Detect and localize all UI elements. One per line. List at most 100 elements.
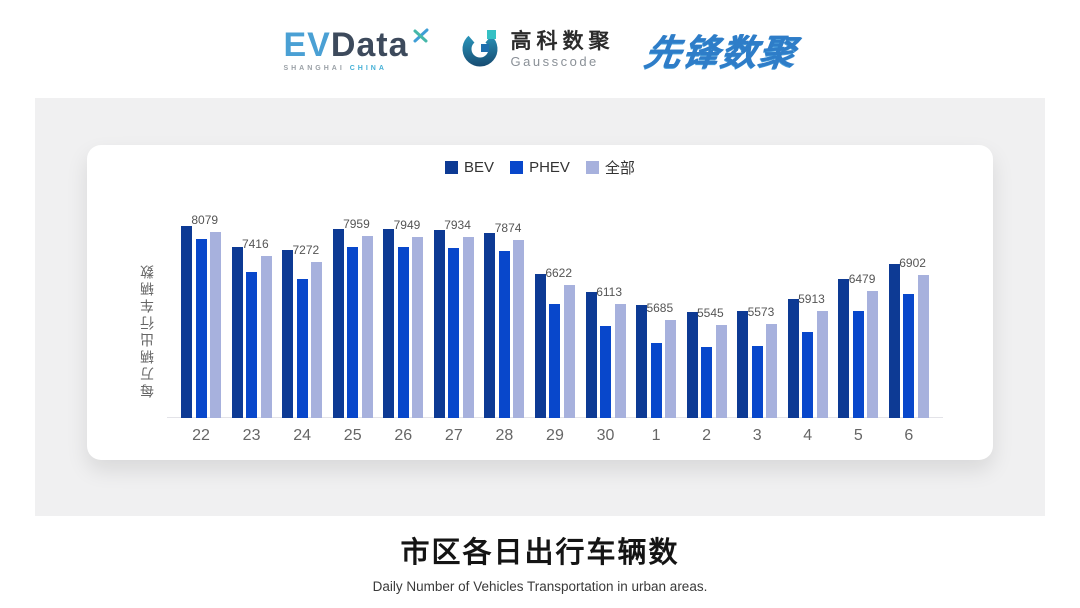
value-label-26: 7949 [393, 218, 421, 232]
bar-group-3: 5573 3 [737, 213, 778, 444]
value-label-1: 5685 [646, 301, 674, 315]
bar-bev-30 [585, 292, 597, 418]
bar-bev-3 [737, 311, 749, 418]
evdata-x-icon [411, 14, 431, 52]
x-tick-22: 22 [192, 427, 210, 444]
bar-bev-6 [888, 264, 900, 418]
evdata-wordmark: EVData [283, 26, 429, 64]
bar-all-30 [614, 304, 626, 418]
bar-bev-28 [484, 233, 496, 418]
bar-bev-1 [636, 305, 648, 418]
value-label-29: 6622 [545, 266, 573, 280]
x-tick-24: 24 [293, 427, 312, 444]
bar-all-5 [867, 291, 879, 418]
bar-phev-1 [650, 343, 662, 418]
bar-phev-29 [549, 304, 561, 418]
gausscode-text: 高科数聚 Gausscode [511, 30, 615, 69]
evdata-data-text: Data [330, 26, 409, 64]
bar-phev-25 [347, 247, 359, 418]
bar-all-29 [563, 285, 575, 418]
bar-all-23 [260, 256, 272, 418]
caption-block: 市区各日出行车辆数 Daily Number of Vehicles Trans… [0, 529, 1080, 594]
value-label-27: 7934 [444, 218, 471, 232]
pioneer-logo: 先锋数聚 [641, 32, 800, 73]
bar-group-28: 7874 28 [484, 213, 525, 444]
x-tick-25: 25 [343, 427, 362, 444]
x-tick-23: 23 [242, 427, 261, 444]
evdata-ev-text: EV [283, 26, 331, 64]
bar-chart-plot: 8079 22 7416 23 7272 24 7959 25 7949 26 7934 27 7874… [181, 213, 929, 444]
bar-group-25: 7959 25 [332, 213, 373, 444]
legend-item-phev[interactable]: PHEV [510, 159, 570, 176]
bar-all-22 [210, 232, 221, 418]
bar-bev-4 [787, 299, 799, 418]
chart-subtitle: Daily Number of Vehicles Transportation … [372, 579, 708, 594]
bar-group-22: 8079 22 [181, 213, 221, 444]
bar-group-6: 6902 6 [888, 213, 929, 444]
chart-title: 市区各日出行车辆数 [400, 537, 680, 569]
bar-phev-24 [296, 279, 308, 418]
x-tick-1: 1 [651, 427, 661, 444]
x-tick-30: 30 [596, 427, 615, 444]
value-label-22: 8079 [191, 213, 219, 227]
bar-group-30: 6113 30 [585, 213, 626, 444]
bar-all-3 [766, 324, 778, 418]
bar-phev-30 [600, 326, 611, 418]
bar-group-24: 7272 24 [282, 213, 323, 444]
evdata-sub-china: CHINA [349, 65, 387, 72]
bar-all-1 [665, 320, 677, 418]
chart-legend: BEV PHEV 全部 [87, 157, 993, 178]
legend-label: BEV [464, 159, 495, 176]
bar-phev-22 [195, 239, 207, 418]
value-label-28: 7874 [494, 221, 522, 235]
value-label-24: 7272 [292, 243, 320, 257]
bar-all-4 [816, 311, 828, 418]
legend-label: 全部 [604, 160, 635, 177]
bar-all-24 [311, 262, 323, 418]
gausscode-cn: 高科数聚 [510, 30, 615, 54]
value-label-6: 6902 [899, 256, 926, 270]
bar-phev-27 [448, 248, 460, 418]
gausscode-logo: 高科数聚 Gausscode [459, 27, 615, 74]
bar-group-26: 7949 26 [383, 213, 424, 444]
value-label-3: 5573 [747, 305, 775, 319]
bar-phev-5 [852, 311, 864, 418]
y-axis-label: 每万辆出行车辆数 [139, 262, 155, 398]
x-tick-5: 5 [853, 427, 863, 444]
bar-group-27: 7934 27 [433, 213, 474, 444]
x-tick-6: 6 [904, 427, 914, 444]
gausscode-mark-icon [459, 27, 501, 74]
bar-group-5: 6479 5 [838, 213, 879, 444]
bar-group-29: 6622 29 [534, 213, 575, 444]
legend-item-bev[interactable]: BEV [445, 159, 494, 176]
x-tick-2: 2 [702, 427, 712, 444]
value-label-30: 6113 [596, 285, 623, 299]
bar-phev-6 [903, 294, 915, 418]
x-tick-29: 29 [546, 427, 564, 444]
bar-all-26 [412, 237, 424, 418]
bar-bev-2 [686, 312, 698, 418]
value-label-2: 5545 [697, 306, 724, 320]
bar-phev-23 [246, 272, 258, 418]
bar-phev-26 [397, 247, 409, 418]
legend-label: PHEV [529, 159, 570, 176]
evdata-logo: EVData SHANGHAI CHINA [283, 26, 429, 72]
bar-bev-24 [282, 250, 294, 418]
bar-all-28 [513, 240, 525, 418]
x-tick-4: 4 [803, 427, 813, 444]
evdata-subtitle: SHANGHAI CHINA [283, 65, 386, 72]
gausscode-en: Gausscode [510, 53, 599, 69]
x-tick-28: 28 [495, 427, 514, 444]
bar-bev-29 [534, 274, 546, 418]
bar-phev-2 [701, 347, 713, 418]
legend-item-all[interactable]: 全部 [585, 157, 635, 178]
bar-all-25 [361, 236, 373, 418]
chart-card: BEV PHEV 全部 每万辆出行车辆数 8079 22 7416 23 7272 24 795… [87, 145, 993, 460]
bar-group-2: 5545 2 [686, 213, 727, 444]
bar-phev-4 [802, 332, 814, 418]
evdata-sub-shanghai: SHANGHAI [283, 65, 345, 72]
value-label-5: 6479 [848, 272, 876, 286]
bar-all-27 [462, 237, 474, 418]
bar-all-2 [715, 325, 727, 418]
